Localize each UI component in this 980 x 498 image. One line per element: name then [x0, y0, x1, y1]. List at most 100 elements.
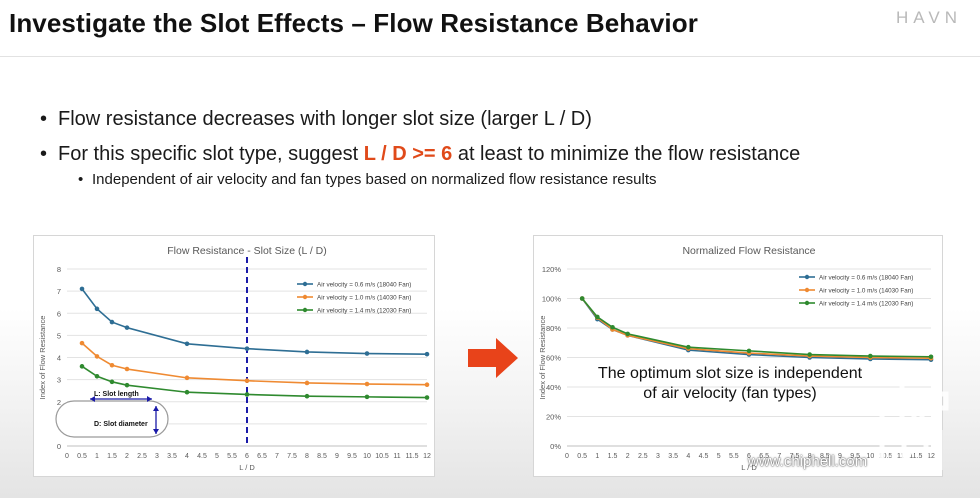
x-tick-label: 7	[777, 453, 781, 460]
legend-label: Air velocity = 1.4 m/s (12030 Fan)	[317, 308, 411, 315]
bullet-item: • For this specific slot type, suggest L …	[40, 143, 800, 166]
right-arrow-icon	[468, 338, 518, 378]
data-point	[79, 286, 85, 292]
bullet-highlight: L / D >= 6	[363, 143, 453, 165]
data-point	[79, 364, 85, 369]
x-tick-label: 11.5	[405, 453, 418, 460]
conclusion-line-1: The optimum slot size is independent	[597, 365, 863, 382]
y-tick-label: 4	[57, 354, 61, 363]
data-point	[304, 349, 310, 355]
x-tick-label: 11	[393, 453, 400, 460]
legend-marker	[302, 294, 308, 300]
y-tick-label: 7	[57, 287, 61, 296]
normalized-flow-resistance-chart: Normalized Flow Resistance 0% 20% 40% 60% 80%…	[533, 235, 943, 477]
bullet-dot-icon: •	[40, 108, 48, 130]
data-point	[79, 340, 85, 346]
data-point	[109, 319, 115, 325]
bullet-item: • Flow resistance decreases with longer s…	[40, 108, 592, 131]
x-tick-label: 4.5	[197, 453, 207, 460]
chart-title: Normalized Flow Resistance	[682, 245, 815, 257]
bullet-text-post: at least to minimize the flow resistance	[452, 143, 801, 165]
x-tick-label: 3	[656, 453, 660, 460]
diameter-arrow-down-icon	[153, 429, 159, 434]
y-axis-label: Index of Flow Resistance	[38, 316, 47, 400]
data-point	[686, 344, 691, 350]
y-tick-label: 60%	[546, 354, 561, 363]
data-point	[610, 324, 615, 330]
data-point	[94, 354, 100, 359]
y-tick-label: 8	[57, 265, 61, 274]
legend-label: Air velocity = 0.6 m/s (18040 Fan)	[317, 282, 411, 289]
legend-marker	[302, 307, 308, 313]
x-tick-label: 4.5	[699, 453, 709, 460]
data-point	[184, 375, 190, 381]
y-tick-label: 20%	[546, 413, 561, 422]
conclusion-text: The optimum slot size is independent of …	[585, 364, 875, 404]
data-point	[94, 374, 100, 379]
data-point	[244, 392, 250, 397]
x-tick-label: 3.5	[167, 453, 177, 460]
x-axis-label: L / D	[239, 463, 255, 472]
x-tick-label: 6.5	[759, 453, 769, 460]
x-tick-label: 0	[65, 453, 69, 460]
x-tick-label: 1	[595, 453, 599, 460]
y-tick-label: 2	[57, 398, 61, 407]
length-arrow-right-icon	[147, 396, 152, 402]
data-point	[746, 348, 752, 354]
x-tick-label: 5.5	[729, 453, 739, 460]
x-tick-label: 0.5	[77, 453, 87, 460]
data-point	[184, 389, 190, 395]
y-tick-label: 100%	[542, 295, 562, 304]
conclusion-line-2: of air velocity (fan types)	[643, 385, 817, 402]
diameter-arrow-up-icon	[153, 406, 159, 411]
y-tick-label: 3	[57, 376, 61, 385]
data-point	[868, 353, 873, 359]
slot-annotation: L: Slot length D: Slot diameter	[55, 391, 169, 438]
data-point	[364, 394, 370, 400]
title-divider	[0, 56, 980, 57]
legend-marker	[804, 300, 810, 306]
y-tick-label: 0%	[550, 442, 561, 451]
x-tick-label: 10.5	[375, 453, 389, 460]
legend-marker	[302, 281, 308, 287]
length-arrow-left-icon	[90, 396, 95, 402]
y-tick-label: 5	[57, 331, 61, 340]
watermark-url: www.chiphell.com	[748, 453, 868, 470]
data-point	[595, 314, 600, 320]
legend-label: Air velocity = 0.6 m/s (18040 Fan)	[819, 275, 913, 282]
x-tick-label: 7.5	[287, 453, 297, 460]
x-tick-label: 2.5	[638, 453, 648, 460]
x-axis-label: L / D	[741, 463, 757, 472]
x-tick-label: 9	[838, 453, 842, 460]
x-tick-label: 10	[866, 453, 874, 460]
data-point	[304, 393, 310, 399]
x-tick-label: 12	[927, 453, 935, 460]
x-tick-label: 0.5	[577, 453, 587, 460]
x-tick-label: 11.5	[909, 453, 922, 460]
x-tick-label: 8.5	[820, 453, 830, 460]
y-tick-label: 80%	[546, 324, 561, 333]
y-tick-label: 40%	[546, 383, 561, 392]
x-tick-label: 6	[747, 453, 751, 460]
data-point	[424, 382, 430, 388]
data-point	[625, 331, 630, 337]
x-tick-label: 2	[626, 453, 630, 460]
sub-bullet-text: Independent of air velocity and fan type…	[92, 171, 657, 188]
x-tick-label: 3.5	[668, 453, 678, 460]
bullet-dot-icon: •	[78, 171, 84, 188]
x-tick-label: 0	[565, 453, 569, 460]
data-point	[807, 352, 812, 357]
x-tick-label: 10.5	[879, 453, 893, 460]
data-point	[94, 306, 100, 312]
x-tick-label: 9.5	[850, 453, 860, 460]
x-tick-label: 2.5	[137, 453, 147, 460]
slide-title: Investigate the Slot Effects – Flow Resi…	[9, 8, 698, 38]
legend-label: Air velocity = 1.4 m/s (12030 Fan)	[819, 301, 913, 308]
legend-label: Air velocity = 1.0 m/s (14030 Fan)	[819, 288, 913, 295]
data-point	[109, 362, 115, 368]
x-tick-label: 5	[717, 453, 721, 460]
data-point	[364, 381, 370, 387]
x-tick-label: 8	[305, 453, 309, 460]
x-tick-label: 1.5	[107, 453, 117, 460]
x-tick-label: 9	[335, 453, 339, 460]
